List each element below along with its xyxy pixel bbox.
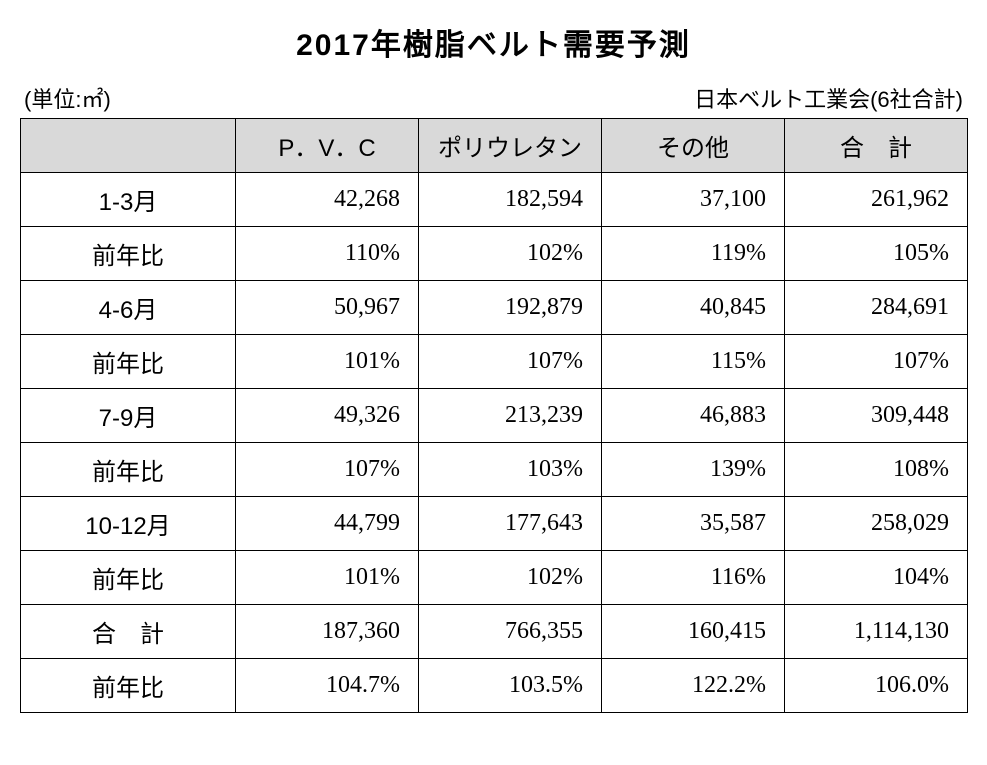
unit-label: (単位:㎡) xyxy=(24,82,111,114)
cell-value: 103.5% xyxy=(419,659,602,713)
cell-value: 261,962 xyxy=(785,173,968,227)
cell-value: 50,967 xyxy=(236,281,419,335)
cell-value: 107% xyxy=(785,335,968,389)
table-row: 7-9月49,326213,23946,883309,448 xyxy=(21,389,968,443)
col-header: 合 計 xyxy=(785,119,968,173)
cell-value: 105% xyxy=(785,227,968,281)
table-row: 合 計187,360766,355160,4151,114,130 xyxy=(21,605,968,659)
table-row: 4-6月50,967192,87940,845284,691 xyxy=(21,281,968,335)
cell-value: 187,360 xyxy=(236,605,419,659)
cell-value: 103% xyxy=(419,443,602,497)
cell-value: 284,691 xyxy=(785,281,968,335)
cell-value: 102% xyxy=(419,227,602,281)
table-header-row: P．V．C ポリウレタン その他 合 計 xyxy=(21,119,968,173)
cell-value: 119% xyxy=(602,227,785,281)
forecast-table: P．V．C ポリウレタン その他 合 計 1-3月42,268182,59437… xyxy=(20,118,968,713)
cell-value: 42,268 xyxy=(236,173,419,227)
cell-value: 177,643 xyxy=(419,497,602,551)
cell-value: 110% xyxy=(236,227,419,281)
cell-value: 1,114,130 xyxy=(785,605,968,659)
cell-value: 107% xyxy=(236,443,419,497)
row-label: 前年比 xyxy=(21,335,236,389)
cell-value: 115% xyxy=(602,335,785,389)
cell-value: 258,029 xyxy=(785,497,968,551)
table-row: 前年比104.7%103.5%122.2%106.0% xyxy=(21,659,968,713)
table-row: 1-3月42,268182,59437,100261,962 xyxy=(21,173,968,227)
row-label: 1-3月 xyxy=(21,173,236,227)
cell-value: 309,448 xyxy=(785,389,968,443)
table-row: 10-12月44,799177,64335,587258,029 xyxy=(21,497,968,551)
cell-value: 106.0% xyxy=(785,659,968,713)
cell-value: 182,594 xyxy=(419,173,602,227)
cell-value: 101% xyxy=(236,335,419,389)
row-label: 前年比 xyxy=(21,227,236,281)
cell-value: 102% xyxy=(419,551,602,605)
cell-value: 122.2% xyxy=(602,659,785,713)
row-label: 前年比 xyxy=(21,551,236,605)
cell-value: 104.7% xyxy=(236,659,419,713)
cell-value: 49,326 xyxy=(236,389,419,443)
cell-value: 101% xyxy=(236,551,419,605)
cell-value: 44,799 xyxy=(236,497,419,551)
row-label: 前年比 xyxy=(21,659,236,713)
page-title: 2017年樹脂ベルト需要予測 xyxy=(20,20,967,64)
row-label: 合 計 xyxy=(21,605,236,659)
row-label: 前年比 xyxy=(21,443,236,497)
cell-value: 40,845 xyxy=(602,281,785,335)
cell-value: 37,100 xyxy=(602,173,785,227)
table-row: 前年比101%107%115%107% xyxy=(21,335,968,389)
cell-value: 108% xyxy=(785,443,968,497)
cell-value: 160,415 xyxy=(602,605,785,659)
cell-value: 104% xyxy=(785,551,968,605)
cell-value: 766,355 xyxy=(419,605,602,659)
table-row: 前年比110%102%119%105% xyxy=(21,227,968,281)
cell-value: 116% xyxy=(602,551,785,605)
row-label: 10-12月 xyxy=(21,497,236,551)
cell-value: 139% xyxy=(602,443,785,497)
cell-value: 192,879 xyxy=(419,281,602,335)
row-label: 4-6月 xyxy=(21,281,236,335)
cell-value: 213,239 xyxy=(419,389,602,443)
cell-value: 107% xyxy=(419,335,602,389)
col-header: その他 xyxy=(602,119,785,173)
source-label: 日本ベルト工業会(6社合計) xyxy=(694,82,963,114)
row-label: 7-9月 xyxy=(21,389,236,443)
table-meta-row: (単位:㎡) 日本ベルト工業会(6社合計) xyxy=(20,82,967,114)
table-row: 前年比107%103%139%108% xyxy=(21,443,968,497)
cell-value: 35,587 xyxy=(602,497,785,551)
table-row: 前年比101%102%116%104% xyxy=(21,551,968,605)
col-header: P．V．C xyxy=(236,119,419,173)
cell-value: 46,883 xyxy=(602,389,785,443)
header-blank xyxy=(21,119,236,173)
col-header: ポリウレタン xyxy=(419,119,602,173)
